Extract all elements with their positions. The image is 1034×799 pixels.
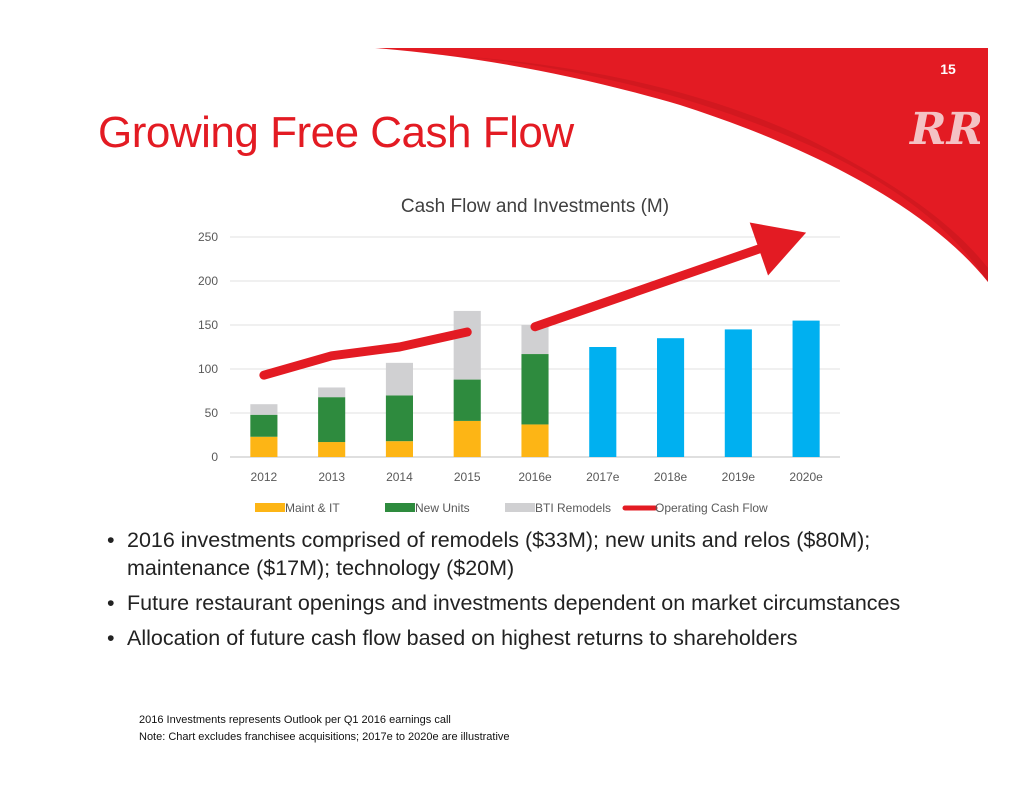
bar <box>385 395 413 442</box>
y-tick-label: 0 <box>211 450 218 464</box>
cash-flow-chart: Cash Flow and Investments (M) 0 50 100 150 20… <box>198 196 840 515</box>
x-tick-label: 2013 <box>318 470 345 484</box>
x-tick-label: 2015 <box>454 470 481 484</box>
red-swoosh-background <box>375 48 988 282</box>
bullet-text: Future restaurant openings and investmen… <box>127 591 901 615</box>
y-tick-label: 50 <box>205 406 219 420</box>
legend-label: Maint & IT <box>285 501 340 515</box>
operating-cash-flow-line <box>259 327 472 380</box>
trend-arrow-head <box>749 222 807 276</box>
bar <box>724 329 752 457</box>
slide-title: Growing Free Cash Flow <box>98 108 574 157</box>
logo-letter-1: RR <box>908 104 980 155</box>
legend-swatch <box>385 503 415 512</box>
chart-title: Cash Flow and Investments (M) <box>401 196 669 217</box>
bar <box>385 362 413 396</box>
footnote-line: Note: Chart excludes franchisee acquisit… <box>139 731 510 743</box>
bar <box>250 404 278 415</box>
bar <box>521 424 549 457</box>
y-tick-label: 100 <box>198 362 218 376</box>
bar <box>318 397 346 443</box>
bar <box>318 442 346 457</box>
legend-label: BTI Remodels <box>535 501 611 515</box>
bar <box>521 354 549 425</box>
footnote-line: 2016 Investments represents Outlook per … <box>139 714 451 726</box>
bullet-item: • Future restaurant openings and investme… <box>105 589 905 617</box>
y-tick-label: 250 <box>198 230 218 244</box>
bar <box>453 420 481 457</box>
trend-arrow-shaft <box>530 244 764 332</box>
bar <box>318 387 346 398</box>
bar <box>589 347 617 457</box>
y-tick-label: 150 <box>198 318 218 332</box>
x-tick-label: 2018e <box>654 470 688 484</box>
bullet-list: • 2016 investments comprised of remodels … <box>105 526 905 659</box>
bullet-dot-icon: • <box>107 528 115 552</box>
x-tick-label: 2017e <box>586 470 620 484</box>
x-tick-label: 2014 <box>386 470 413 484</box>
bar <box>453 379 481 421</box>
bar <box>250 414 278 437</box>
bullet-text: Allocation of future cash flow based on … <box>127 626 798 650</box>
footnotes: 2016 Investments represents Outlook per … <box>139 712 510 746</box>
x-tick-label: 2016e <box>518 470 552 484</box>
x-tick-label: 2012 <box>251 470 278 484</box>
bullet-dot-icon: • <box>107 626 115 650</box>
bar <box>792 320 820 457</box>
y-tick-label: 200 <box>198 274 218 288</box>
bullet-item: • Allocation of future cash flow based on… <box>105 624 905 652</box>
page-number: 15 <box>940 61 956 77</box>
legend-label: New Units <box>415 501 470 515</box>
x-tick-label: 2020e <box>789 470 823 484</box>
bullet-text: 2016 investments comprised of remodels (… <box>127 528 871 580</box>
x-tick-label: 2019e <box>722 470 756 484</box>
bar <box>453 310 481 380</box>
legend-swatch <box>505 503 535 512</box>
bar <box>250 436 278 457</box>
brand-logo-icon: RR <box>908 104 980 155</box>
legend-label: Operating Cash Flow <box>655 501 768 515</box>
legend-swatch <box>255 503 285 512</box>
bar <box>657 338 685 457</box>
bullet-item: • 2016 investments comprised of remodels … <box>105 526 905 582</box>
bullet-dot-icon: • <box>107 591 115 615</box>
bar <box>385 441 413 457</box>
